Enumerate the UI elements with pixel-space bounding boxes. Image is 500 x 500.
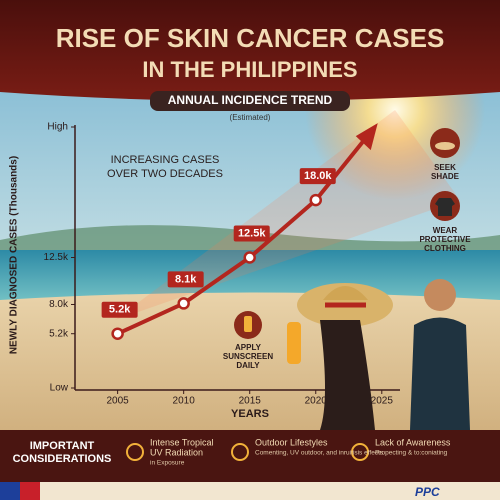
x-tick-label: 2025	[371, 396, 394, 407]
woman-hair	[320, 320, 375, 430]
tip-text: DAILY	[236, 361, 260, 370]
considerations-title: CONSIDERATIONS	[13, 453, 112, 465]
tip-text: SUNSCREEN	[223, 352, 273, 361]
value-label: 8.1k	[175, 273, 197, 285]
header	[0, 0, 500, 101]
sunhat-crown	[323, 286, 368, 300]
value-label-box	[299, 168, 336, 185]
annotation: INCREASING CASES	[111, 154, 220, 166]
consideration-text: in Exposure	[150, 460, 185, 467]
man-head	[424, 279, 456, 311]
shirt	[435, 198, 455, 216]
note: (Estimated)	[230, 113, 271, 122]
x-tick-label: 2020	[305, 396, 328, 407]
y-tick-label: 8.0k	[49, 299, 69, 310]
trend-line	[116, 198, 318, 336]
title: IN THE PHILIPPINES	[142, 57, 357, 82]
data-point	[111, 327, 124, 340]
tip-text: PROTECTIVE	[419, 235, 471, 244]
considerations-title: IMPORTANT	[30, 440, 95, 452]
uv-icon	[126, 443, 144, 461]
consideration-text: Propecting & to:coniating	[375, 450, 448, 457]
y-axis-label: NEWLY DIAGNOSED CASES (Thousands)	[9, 156, 20, 354]
considerations-band	[0, 430, 500, 482]
subtitle-box	[150, 91, 350, 111]
title: RISE OF SKIN CANCER CASES	[56, 23, 445, 53]
y-tick-label: 5.2k	[49, 328, 69, 339]
data-point	[177, 297, 190, 310]
value-label-box	[167, 271, 204, 288]
tip-text: CLOTHING	[424, 244, 466, 253]
value-label: 5.2k	[109, 304, 131, 316]
bottle	[244, 316, 252, 332]
man-rashguard	[410, 317, 470, 430]
trend-arrow	[314, 136, 368, 202]
x-tick-label: 2005	[107, 396, 130, 407]
arrow-head	[355, 123, 378, 151]
annotation: OVER TWO DECADES	[107, 168, 223, 180]
awareness-icon	[351, 443, 369, 461]
y-tick-label: 12.5k	[44, 252, 69, 263]
x-axis-label: YEARS	[231, 408, 269, 420]
outdoor-icon	[231, 443, 249, 461]
tip-text: SEEK	[434, 163, 456, 172]
flag	[20, 482, 40, 500]
tip-text: WEAR	[433, 226, 458, 235]
x-tick-label: 2015	[239, 396, 262, 407]
consideration-title: Lack of Awareness	[375, 437, 451, 447]
x-tick-label: 2010	[173, 396, 196, 407]
consideration-text: Comenting, UV outdoor, and inruitisis ef…	[255, 450, 384, 457]
value-label-box	[101, 301, 138, 318]
tip-text: SHADE	[431, 172, 460, 181]
value-label-box	[233, 225, 270, 242]
hat-brim	[435, 142, 455, 150]
tip-text: APPLY	[235, 343, 262, 352]
footer	[0, 482, 500, 500]
data-point	[243, 251, 256, 264]
logo: PPC	[415, 485, 440, 499]
consideration-title: UV Radiation	[150, 447, 203, 457]
y-tick-label: High	[47, 122, 68, 133]
consideration-title: Intense Tropical	[150, 437, 214, 447]
sun-glow	[115, 110, 460, 320]
data-point	[309, 193, 322, 207]
consideration-title: Outdoor Lifestyles	[255, 437, 328, 447]
tips	[234, 128, 460, 339]
y-tick-label: Low	[50, 383, 69, 394]
value-label: 12.5k	[238, 227, 266, 239]
subtitle: ANNUAL INCIDENCE TREND	[168, 93, 333, 107]
flag	[0, 482, 20, 500]
value-label: 18.0k	[304, 170, 332, 182]
sunscreen-bottle	[287, 322, 301, 364]
